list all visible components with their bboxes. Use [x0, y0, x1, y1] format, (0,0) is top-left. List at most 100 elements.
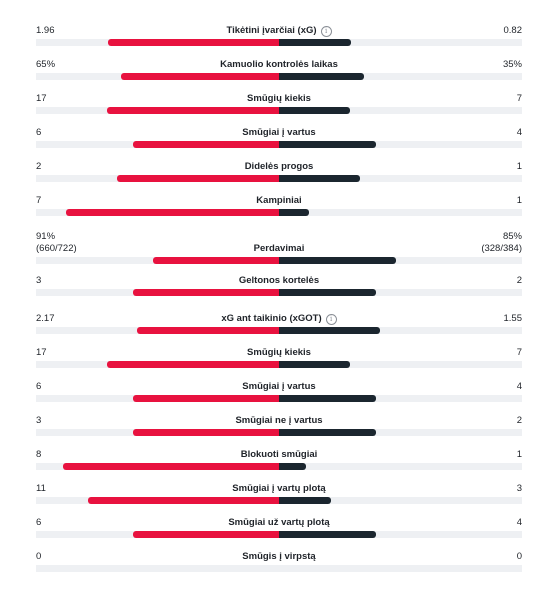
home-value: 7	[36, 195, 42, 206]
away-value: 4	[516, 517, 522, 528]
away-bar	[279, 395, 376, 402]
home-bar	[133, 429, 279, 436]
info-icon[interactable]: i	[325, 313, 337, 325]
home-bar	[137, 327, 279, 334]
stat-label-text: Smūgiai ne į vartus	[235, 415, 323, 426]
stat-bar-track	[36, 107, 522, 114]
stat-label-text: Kamuolio kontrolės laikas	[220, 59, 338, 70]
away-value: 1.55	[503, 313, 523, 324]
stat-row: 11 Smūgiai į vartų plotą 3	[36, 483, 522, 505]
home-value: 65%	[36, 59, 56, 70]
stat-label: xG ant taikinio (xGOT) i	[36, 313, 522, 325]
stat-bar-track	[36, 327, 522, 334]
home-bar	[121, 73, 279, 80]
stat-bar-track	[36, 257, 522, 264]
home-value: 17	[36, 93, 47, 104]
stat-row: 17 Smūgių kiekis 7	[36, 93, 522, 115]
stat-row: 65% Kamuolio kontrolės laikas 35%	[36, 59, 522, 81]
stat-label-text: Blokuoti smūgiai	[240, 449, 318, 460]
away-value: 1	[516, 161, 522, 172]
away-bar	[279, 361, 350, 368]
stat-row: 91% (660/722) Perdavimai 85% (328/384)	[36, 231, 522, 265]
home-value: 17	[36, 347, 47, 358]
stat-label: Kamuolio kontrolės laikas	[36, 59, 522, 71]
stat-bar-track	[36, 565, 522, 572]
home-value: 3	[36, 415, 42, 426]
stat-label-text: Perdavimai	[253, 243, 305, 254]
away-value: 85%	[502, 231, 522, 242]
home-bar	[133, 395, 279, 402]
stat-bar-track	[36, 39, 522, 46]
away-value: 1	[516, 449, 522, 460]
stat-label-text: xG ant taikinio (xGOT)	[221, 313, 322, 324]
away-value: 4	[516, 127, 522, 138]
away-value: 7	[516, 347, 522, 358]
home-value: 2.17	[36, 313, 55, 324]
stat-label-text: Kampiniai	[256, 195, 302, 206]
away-bar	[279, 463, 306, 470]
stat-label-text: Smūgių kiekis	[247, 93, 311, 104]
home-bar	[63, 463, 279, 470]
away-value: 0.82	[503, 25, 523, 36]
away-value: 2	[516, 415, 522, 426]
stat-bar-track	[36, 209, 522, 216]
away-subvalue: (328/384)	[481, 243, 522, 254]
stat-label: Smūgių kiekis	[36, 347, 522, 359]
away-value: 35%	[502, 59, 522, 70]
stat-label: Perdavimai	[36, 243, 522, 255]
stat-label: Smūgiai į vartų plotą	[36, 483, 522, 495]
away-bar	[279, 39, 351, 46]
stat-row: 8 Blokuoti smūgiai 1	[36, 449, 522, 471]
stat-label-text: Smūgių kiekis	[247, 347, 311, 358]
away-value: 2	[516, 275, 522, 286]
away-bar	[279, 107, 350, 114]
stat-row: 2.17 xG ant taikinio (xGOT) i 1.55	[36, 313, 522, 335]
stat-label: Didelės progos	[36, 161, 522, 173]
away-value: 7	[516, 93, 522, 104]
stat-label-text: Tikėtini įvarčiai (xG)	[226, 25, 317, 36]
stat-row: 6 Smūgiai į vartus 4	[36, 381, 522, 403]
stat-row: 7 Kampiniai 1	[36, 195, 522, 217]
away-bar	[279, 209, 309, 216]
home-subvalue: (660/722)	[36, 243, 77, 254]
home-bar	[107, 107, 279, 114]
away-bar	[279, 175, 360, 182]
home-value: 6	[36, 381, 42, 392]
home-bar	[133, 289, 279, 296]
home-bar	[88, 497, 279, 504]
stat-bar-track	[36, 395, 522, 402]
home-value: 8	[36, 449, 42, 460]
stat-label: Blokuoti smūgiai	[36, 449, 522, 461]
stat-row: 0 Smūgis į virpstą 0	[36, 551, 522, 573]
stat-label-text: Smūgiai į vartų plotą	[232, 483, 326, 494]
stat-label-text: Smūgiai į vartus	[242, 381, 316, 392]
home-bar	[117, 175, 279, 182]
stat-row: 17 Smūgių kiekis 7	[36, 347, 522, 369]
stat-row: 2 Didelės progos 1	[36, 161, 522, 183]
stat-bar-track	[36, 463, 522, 470]
home-value: 1.96	[36, 25, 55, 36]
home-value: 3	[36, 275, 42, 286]
away-bar	[279, 327, 380, 334]
home-value: 6	[36, 127, 42, 138]
home-bar	[66, 209, 279, 216]
away-bar	[279, 289, 376, 296]
stat-bar-track	[36, 361, 522, 368]
away-bar	[279, 73, 364, 80]
away-value: 0	[516, 551, 522, 562]
stat-row: 6 Smūgiai į vartus 4	[36, 127, 522, 149]
home-value: 91%	[36, 231, 56, 242]
home-bar	[133, 141, 279, 148]
away-bar	[279, 531, 376, 538]
stat-bar-track	[36, 73, 522, 80]
home-bar	[153, 257, 279, 264]
away-value: 1	[516, 195, 522, 206]
stat-label: Smūgiai ne į vartus	[36, 415, 522, 427]
stat-bar-track	[36, 289, 522, 296]
stat-label: Smūgių kiekis	[36, 93, 522, 105]
stat-label: Kampiniai	[36, 195, 522, 207]
away-bar	[279, 429, 376, 436]
home-bar	[108, 39, 279, 46]
info-icon[interactable]: i	[320, 25, 332, 37]
stat-row: 3 Geltonos kortelės 2	[36, 275, 522, 297]
